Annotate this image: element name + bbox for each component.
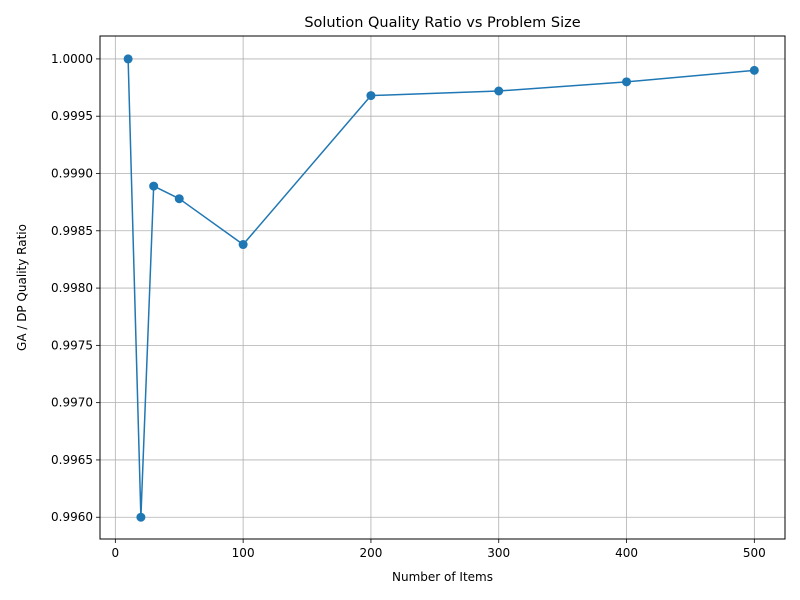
y-tick-label: 1.0000 (51, 52, 93, 66)
y-tick-label: 0.9995 (51, 109, 93, 123)
y-tick-label: 0.9960 (51, 510, 93, 524)
x-axis-label: Number of Items (392, 570, 493, 584)
data-point (136, 512, 146, 522)
data-point (174, 194, 184, 204)
x-tick-label: 100 (232, 546, 255, 560)
x-tick-label: 0 (112, 546, 120, 560)
y-tick-label: 0.9990 (51, 166, 93, 180)
y-tick-label: 0.9980 (51, 281, 93, 295)
data-point (238, 240, 248, 250)
y-tick-label: 0.9970 (51, 396, 93, 410)
y-tick-label: 0.9985 (51, 224, 93, 238)
data-point (622, 77, 632, 87)
y-axis-label: GA / DP Quality Ratio (15, 224, 29, 351)
grid (100, 36, 785, 539)
series-layer (123, 54, 759, 522)
x-tick-label: 300 (487, 546, 510, 560)
data-point (494, 86, 504, 96)
axis-ticks: 0 100 200 300 400 500 0.9960 0.9965 0.9970 0.9975… (51, 52, 766, 560)
y-tick-label: 0.9965 (51, 453, 93, 467)
x-tick-label: 400 (615, 546, 638, 560)
data-point (123, 54, 133, 64)
x-tick-label: 500 (743, 546, 766, 560)
plot-frame (99, 35, 786, 540)
x-tick-label: 200 (359, 546, 382, 560)
y-tick-label: 0.9975 (51, 338, 93, 352)
data-point (749, 65, 759, 75)
data-point (149, 181, 159, 191)
data-point (366, 91, 376, 101)
chart-title: Solution Quality Ratio vs Problem Size (304, 15, 580, 31)
